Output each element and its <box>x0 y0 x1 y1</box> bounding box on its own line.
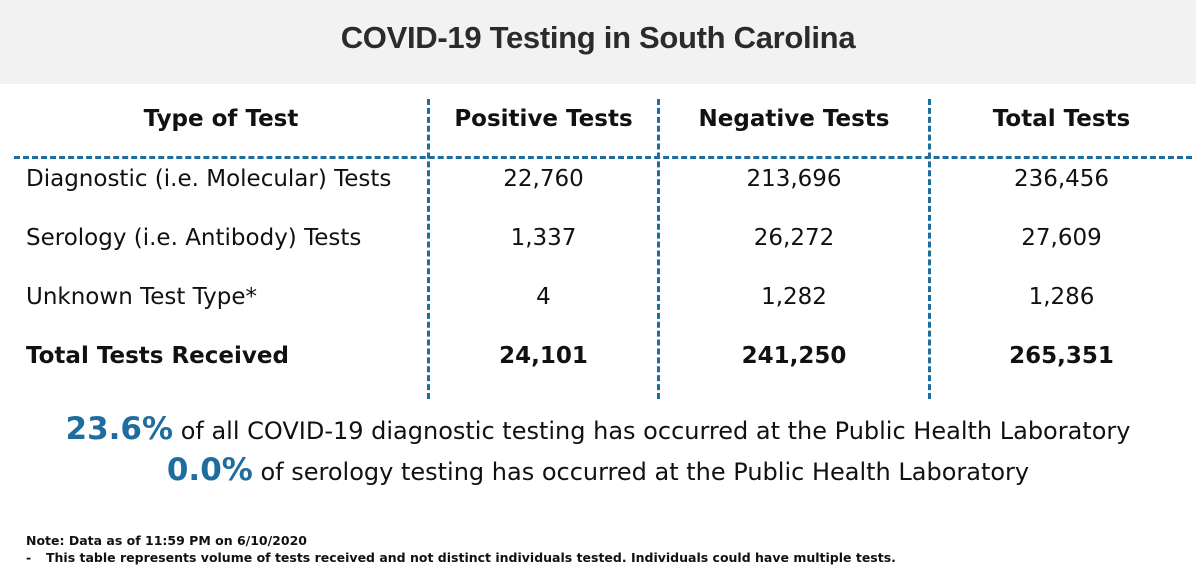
serology-phl-text: of serology testing has occurred at the … <box>252 458 1030 486</box>
cell-total-total: 265,351 <box>1009 343 1114 369</box>
column-header-type: Type of Test <box>143 106 299 132</box>
header-divider <box>14 156 1192 159</box>
column-header-positive: Positive Tests <box>454 106 633 132</box>
cell-total-positive: 24,101 <box>499 343 588 369</box>
page-title: COVID-19 Testing in South Carolina <box>340 20 856 55</box>
column-divider <box>427 99 430 399</box>
summary-line-serology: 0.0% of serology testing has occurred at… <box>0 452 1196 488</box>
row-label-unknown: Unknown Test Type* <box>26 284 258 310</box>
note-bullet: - <box>26 550 32 565</box>
cell-serology-positive: 1,337 <box>510 225 577 251</box>
testing-table: Type of Test Positive Tests Negative Tes… <box>0 84 1196 400</box>
summary-line-diagnostic: 23.6% of all COVID-19 diagnostic testing… <box>0 411 1196 447</box>
diagnostic-phl-text: of all COVID-19 diagnostic testing has o… <box>173 417 1131 445</box>
serology-phl-percent: 0.0% <box>166 452 253 488</box>
row-label-serology: Serology (i.e. Antibody) Tests <box>26 225 362 251</box>
note-volume-text: This table represents volume of tests re… <box>46 550 896 565</box>
cell-unknown-total: 1,286 <box>1028 284 1095 310</box>
row-label-diagnostic: Diagnostic (i.e. Molecular) Tests <box>26 166 392 192</box>
cell-unknown-negative: 1,282 <box>761 284 827 310</box>
column-header-negative: Negative Tests <box>698 106 890 132</box>
column-divider <box>928 99 931 399</box>
cell-total-negative: 241,250 <box>741 343 847 369</box>
cell-diagnostic-negative: 213,696 <box>746 166 842 192</box>
title-bar: COVID-19 Testing in South Carolina <box>0 0 1196 84</box>
cell-unknown-positive: 4 <box>536 284 551 310</box>
cell-diagnostic-total: 236,456 <box>1013 166 1110 192</box>
row-label-total: Total Tests Received <box>26 343 289 369</box>
column-header-total: Total Tests <box>992 106 1131 132</box>
cell-diagnostic-positive: 22,760 <box>503 166 584 192</box>
cell-serology-total: 27,609 <box>1021 225 1102 251</box>
column-divider <box>657 99 660 399</box>
note-data-date: Note: Data as of 11:59 PM on 6/10/2020 <box>26 533 307 548</box>
note-volume-disclaimer: - This table represents volume of tests r… <box>26 550 896 565</box>
cell-serology-negative: 26,272 <box>753 225 835 251</box>
diagnostic-phl-percent: 23.6% <box>65 411 174 447</box>
